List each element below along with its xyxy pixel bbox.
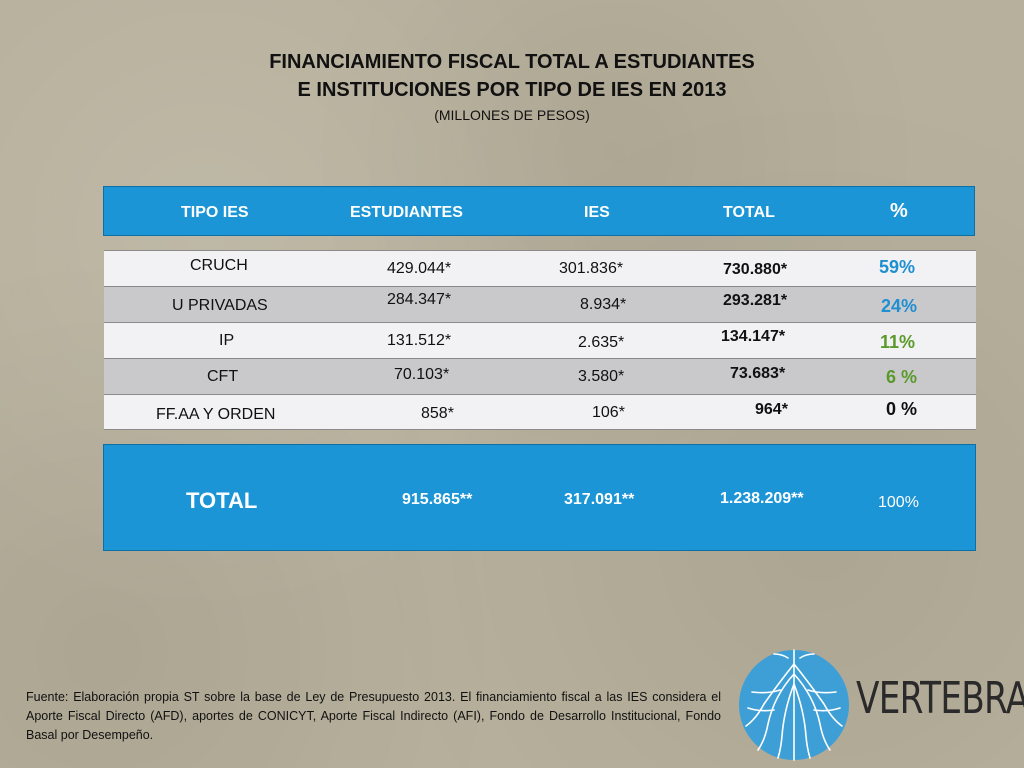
cell-ies: 106* [592, 404, 625, 421]
cell-ies: 2.635* [578, 334, 625, 351]
page-title-line-2: E INSTITUCIONES POR TIPO DE IES EN 2013 [297, 79, 727, 101]
table-row: U PRIVADAS 284.347* 8.934* 293.281* 24% [104, 286, 976, 322]
cell-tipo: FF.AA Y ORDEN [156, 406, 276, 423]
header-total: TOTAL [723, 204, 775, 221]
cell-total: 964* [755, 401, 788, 418]
data-table: CRUCH 429.044* 301.836* 730.880* 59% U P… [104, 250, 976, 430]
tree-roots-icon [739, 649, 849, 761]
cell-estudiantes: 429.044* [387, 260, 452, 277]
header-percent: % [890, 200, 908, 222]
table-row: IP 131.512* 2.635* 134.147* 11% [104, 322, 976, 358]
cell-percent: 59% [879, 257, 916, 277]
cell-total: 730.880* [723, 261, 788, 278]
page-title-line-1: FINANCIAMIENTO FISCAL TOTAL A ESTUDIANTE… [269, 51, 755, 73]
total-total: 1.238.209** [720, 490, 804, 507]
page-subtitle: (MILLONES DE PESOS) [434, 107, 590, 123]
table-row: CFT 70.103* 3.580* 73.683* 6 % [104, 358, 976, 394]
vertebral-logo [739, 649, 849, 761]
cell-estudiantes: 70.103* [394, 366, 450, 383]
cell-total: 293.281* [723, 292, 788, 309]
table-header: TIPO IES ESTUDIANTES IES TOTAL % [103, 186, 975, 236]
cell-ies: 8.934* [580, 296, 627, 313]
cell-ies: 301.836* [559, 260, 624, 277]
cell-tipo: IP [219, 332, 235, 349]
cell-tipo: CFT [207, 368, 239, 385]
cell-total: 73.683* [730, 365, 786, 382]
cell-tipo: U PRIVADAS [172, 297, 268, 314]
cell-estudiantes: 858* [421, 405, 454, 422]
cell-estudiantes: 284.347* [387, 291, 452, 308]
cell-percent: 0 % [886, 399, 918, 419]
table-row: FF.AA Y ORDEN 858* 106* 964* 0 % [104, 394, 976, 430]
title-block: FINANCIAMIENTO FISCAL TOTAL A ESTUDIANTE… [0, 48, 1024, 124]
header-ies: IES [584, 204, 610, 221]
total-row: TOTAL 915.865** 317.091** 1.238.209** 10… [103, 444, 976, 551]
cell-tipo: CRUCH [190, 257, 248, 274]
cell-ies: 3.580* [578, 368, 625, 385]
total-percent: 100% [878, 494, 919, 511]
source-footnote: Fuente: Elaboración propia ST sobre la b… [26, 690, 721, 742]
total-ies: 317.091** [564, 491, 635, 508]
cell-estudiantes: 131.512* [387, 332, 452, 349]
cell-percent: 24% [881, 296, 918, 316]
table-row: CRUCH 429.044* 301.836* 730.880* 59% [104, 250, 976, 286]
total-estudiantes: 915.865** [402, 491, 473, 508]
logo-wordmark: VERTEBRAL [856, 673, 1024, 724]
total-label: TOTAL [186, 488, 258, 513]
cell-total: 134.147* [721, 328, 786, 345]
header-tipo-ies: TIPO IES [181, 204, 249, 221]
cell-percent: 11% [880, 332, 916, 352]
header-estudiantes: ESTUDIANTES [350, 204, 463, 221]
cell-percent: 6 % [886, 367, 918, 387]
